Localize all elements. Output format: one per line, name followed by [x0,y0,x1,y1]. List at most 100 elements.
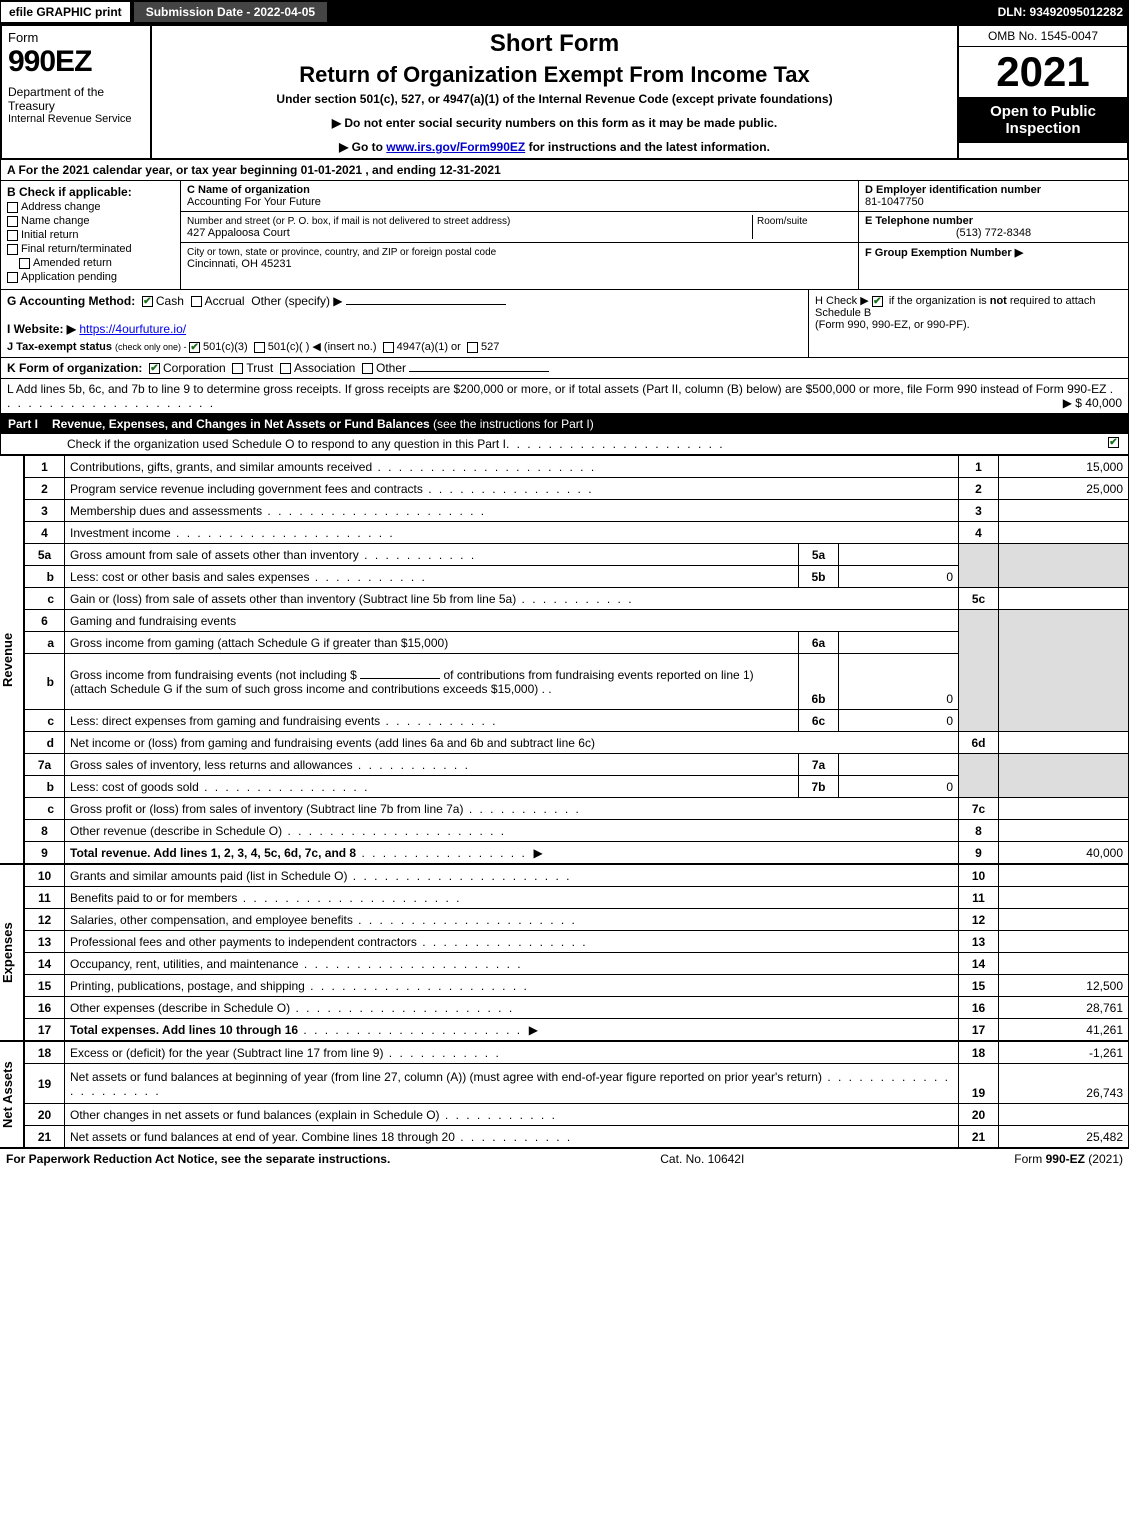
footer-formref: Form 990-EZ (2021) [1014,1152,1123,1166]
chk-accrual[interactable] [191,296,202,307]
g-cash: Cash [156,294,184,308]
l5a-n: 5a [25,544,65,566]
line-13: 13Professional fees and other payments t… [25,931,1129,953]
l4-rn: 4 [959,522,999,544]
chk-corp[interactable] [149,363,160,374]
l11-amt [999,887,1129,909]
line-9: 9Total revenue. Add lines 1, 2, 3, 4, 5c… [25,842,1129,864]
l21-rn: 21 [959,1126,999,1148]
org-name: Accounting For Your Future [187,196,321,208]
k-trust: Trust [246,361,273,375]
l4-n: 4 [25,522,65,544]
title-short-form: Short Form [158,30,951,58]
l6-shade-rn [959,610,999,732]
l8-n: 8 [25,820,65,842]
chk-name-change[interactable]: Name change [7,215,174,227]
chk-schedule-o[interactable] [1108,437,1119,448]
j-501c3: 501(c)(3) [203,341,248,353]
l18-rn: 18 [959,1042,999,1064]
line-6: 6Gaming and fundraising events [25,610,1129,632]
chk-501c[interactable] [254,342,265,353]
h-text4: (Form 990, 990-EZ, or 990-PF). [815,319,970,331]
chk-address-change[interactable]: Address change [7,201,174,213]
part1-sub: (see the instructions for Part I) [433,417,594,431]
dln-label: DLN: 93492095012282 [998,5,1129,19]
k-assoc: Association [294,361,355,375]
l3-n: 3 [25,500,65,522]
line-15: 15Printing, publications, postage, and s… [25,975,1129,997]
form-word: Form [8,30,144,45]
l10-rn: 10 [959,865,999,887]
l19-n: 19 [25,1064,65,1104]
irs-link[interactable]: www.irs.gov/Form990EZ [386,140,525,154]
chk-trust[interactable] [232,363,243,374]
netassets-label: Net Assets [0,1041,24,1148]
l7a-d: Gross sales of inventory, less returns a… [70,758,353,772]
l2-rn: 2 [959,478,999,500]
l6d-rn: 6d [959,732,999,754]
l20-n: 20 [25,1104,65,1126]
chk-527[interactable] [467,342,478,353]
part1-title: Revenue, Expenses, and Changes in Net As… [52,417,594,431]
c-street-hdr: Number and street (or P. O. box, if mail… [187,216,510,227]
line-8: 8Other revenue (describe in Schedule O)8 [25,820,1129,842]
chk-schedule-b[interactable] [872,296,883,307]
l14-amt [999,953,1129,975]
l15-amt: 12,500 [999,975,1129,997]
l19-amt: 26,743 [999,1064,1129,1104]
goto-suffix: for instructions and the latest informat… [525,140,770,154]
form-header: Form 990EZ Department of the Treasury In… [0,24,1129,160]
header-note-goto: ▶ Go to www.irs.gov/Form990EZ for instru… [158,140,951,154]
chk-assoc[interactable] [280,363,291,374]
chk-application-pending[interactable]: Application pending [7,271,174,283]
chk-amended-return[interactable]: Amended return [19,257,174,269]
l7c-n: c [25,798,65,820]
line-14: 14Occupancy, rent, utilities, and mainte… [25,953,1129,975]
chk-address-label: Address change [21,201,101,213]
col-def: D Employer identification number 81-1047… [858,181,1128,289]
l4-amt [999,522,1129,544]
b-header: B Check if applicable: [7,185,174,199]
l13-rn: 13 [959,931,999,953]
l17-rn: 17 [959,1019,999,1041]
l6b-bl: 6b [799,654,839,710]
website-link[interactable]: https://4ourfuture.io/ [79,322,186,336]
l6a-d: Gross income from gaming (attach Schedul… [65,632,799,654]
l9-d: Total revenue. Add lines 1, 2, 3, 4, 5c,… [70,846,356,860]
l6a-bv [839,632,959,654]
chk-other-org[interactable] [362,363,373,374]
k-other-input[interactable] [409,371,549,372]
l19-d: Net assets or fund balances at beginning… [70,1070,822,1084]
l6-d: Gaming and fundraising events [65,610,959,632]
title-return: Return of Organization Exempt From Incom… [158,62,951,88]
l6c-n: c [25,710,65,732]
l4-d: Investment income [70,526,171,540]
i-label: I Website: ▶ [7,322,76,336]
l1-rn: 1 [959,456,999,478]
l5b-d: Less: cost or other basis and sales expe… [70,570,309,584]
revenue-label: Revenue [0,455,24,864]
chk-501c3[interactable] [189,342,200,353]
part1-check-row: Check if the organization used Schedule … [0,434,1129,455]
l14-rn: 14 [959,953,999,975]
line-18: 18Excess or (deficit) for the year (Subt… [25,1042,1129,1064]
l2-n: 2 [25,478,65,500]
chk-cash[interactable] [142,296,153,307]
line-5c: cGain or (loss) from sale of assets othe… [25,588,1129,610]
room-suite-hdr: Room/suite [757,216,808,227]
chk-initial-return[interactable]: Initial return [7,229,174,241]
l6b-bv: 0 [839,654,959,710]
l6b-blank[interactable] [360,678,440,679]
l11-d: Benefits paid to or for members [70,891,237,905]
g-other-input[interactable] [346,304,506,305]
chk-final-return[interactable]: Final return/terminated [7,243,174,255]
header-center: Short Form Return of Organization Exempt… [152,26,957,158]
efile-print-button[interactable]: efile GRAPHIC print [0,1,131,23]
l8-amt [999,820,1129,842]
submission-date: Submission Date - 2022-04-05 [133,1,328,23]
l6c-bv: 0 [839,710,959,732]
e-phone-hdr: E Telephone number [865,215,973,227]
l8-d: Other revenue (describe in Schedule O) [70,824,282,838]
chk-4947[interactable] [383,342,394,353]
g-other: Other (specify) ▶ [251,294,342,308]
